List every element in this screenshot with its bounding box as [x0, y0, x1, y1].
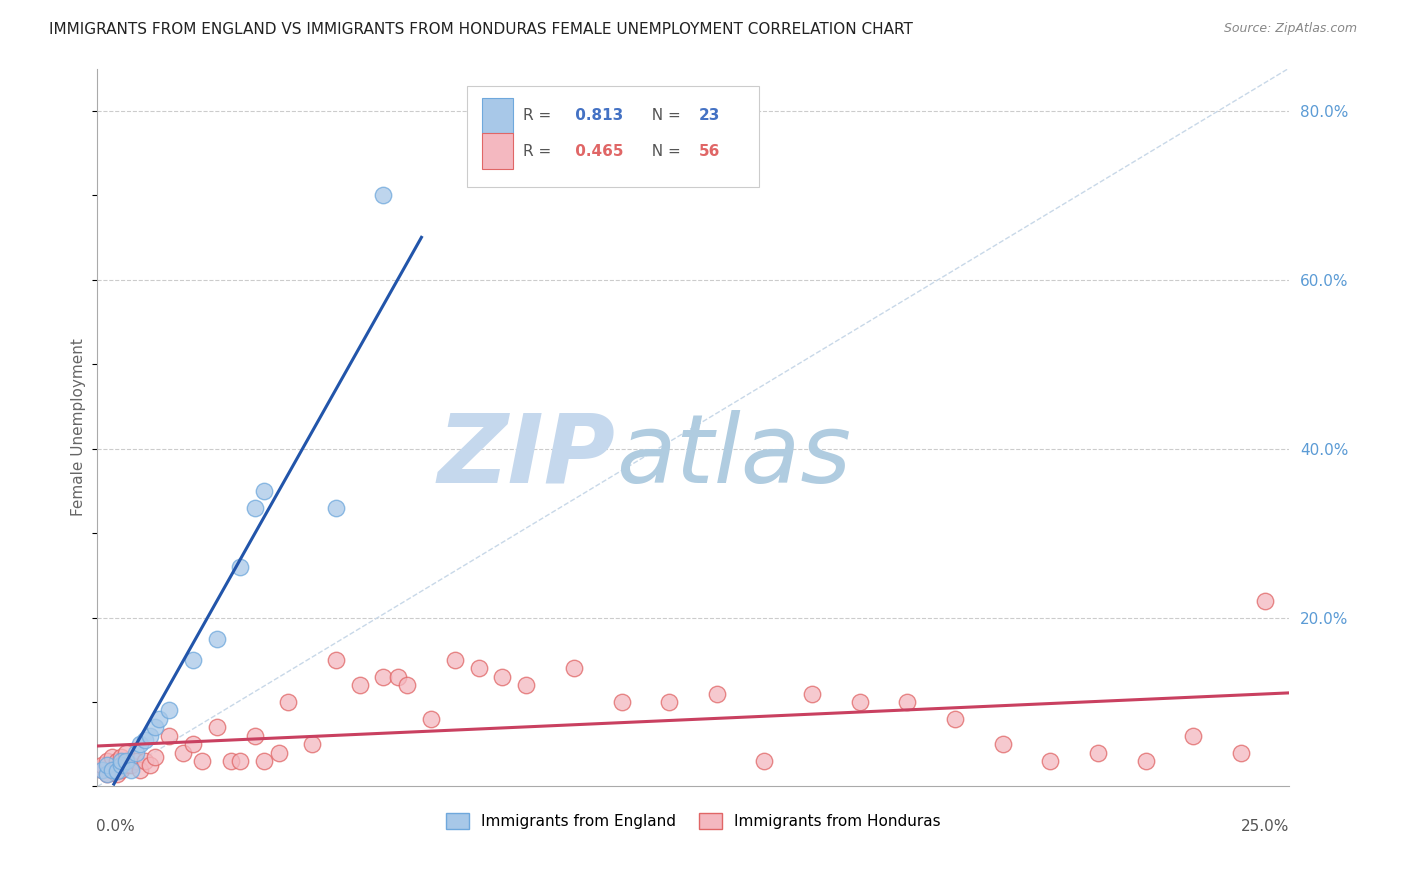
Point — [754, 754, 776, 768]
Legend: Immigrants from England, Immigrants from Honduras: Immigrants from England, Immigrants from… — [446, 814, 941, 829]
Point — [373, 188, 395, 202]
Point — [157, 729, 180, 743]
Text: 0.813: 0.813 — [571, 108, 624, 123]
Point — [443, 653, 465, 667]
Point — [181, 737, 204, 751]
Text: atlas: atlas — [616, 409, 851, 503]
Point — [658, 695, 681, 709]
Text: N =: N = — [641, 144, 685, 159]
Point — [101, 763, 124, 777]
Point — [373, 670, 395, 684]
Text: R =: R = — [523, 108, 555, 123]
Point — [387, 670, 409, 684]
Point — [91, 763, 114, 777]
Point — [143, 720, 166, 734]
Point — [991, 737, 1014, 751]
Point — [325, 653, 347, 667]
Text: N =: N = — [641, 108, 685, 123]
FancyBboxPatch shape — [482, 134, 513, 169]
Text: 23: 23 — [699, 108, 720, 123]
Point — [101, 750, 124, 764]
Point — [96, 767, 118, 781]
Point — [491, 670, 513, 684]
Point — [1253, 593, 1275, 607]
Text: Source: ZipAtlas.com: Source: ZipAtlas.com — [1223, 22, 1357, 36]
Point — [129, 737, 152, 751]
Point — [139, 758, 162, 772]
Point — [1039, 754, 1062, 768]
Point — [191, 754, 214, 768]
Point — [91, 763, 114, 777]
Text: ZIP: ZIP — [437, 409, 616, 503]
Point — [110, 758, 132, 772]
Point — [706, 687, 728, 701]
FancyBboxPatch shape — [482, 97, 513, 133]
Point — [110, 754, 132, 768]
Point — [243, 729, 266, 743]
Point — [349, 678, 371, 692]
Point — [1087, 746, 1109, 760]
Point — [205, 632, 228, 646]
Text: 0.465: 0.465 — [571, 144, 624, 159]
Point — [848, 695, 870, 709]
Point — [515, 678, 537, 692]
Point — [229, 754, 252, 768]
Point — [1182, 729, 1205, 743]
Point — [110, 763, 132, 777]
Point — [120, 758, 142, 772]
Point — [610, 695, 633, 709]
Point — [134, 733, 156, 747]
Point — [96, 754, 118, 768]
Point — [253, 483, 276, 498]
Point — [205, 720, 228, 734]
Point — [157, 703, 180, 717]
Point — [105, 764, 128, 779]
Point — [101, 763, 124, 777]
Point — [148, 712, 170, 726]
Point — [105, 767, 128, 781]
Y-axis label: Female Unemployment: Female Unemployment — [72, 339, 86, 516]
Text: IMMIGRANTS FROM ENGLAND VS IMMIGRANTS FROM HONDURAS FEMALE UNEMPLOYMENT CORRELAT: IMMIGRANTS FROM ENGLAND VS IMMIGRANTS FR… — [49, 22, 912, 37]
Point — [134, 754, 156, 768]
Point — [1135, 754, 1157, 768]
Point — [243, 500, 266, 515]
Point — [120, 763, 142, 777]
Text: 25.0%: 25.0% — [1241, 819, 1289, 834]
Point — [96, 767, 118, 781]
Point — [277, 695, 299, 709]
Point — [943, 712, 966, 726]
Point — [301, 737, 323, 751]
Point — [139, 729, 162, 743]
Point — [420, 712, 443, 726]
Point — [1230, 746, 1253, 760]
Point — [124, 746, 146, 760]
Point — [129, 763, 152, 777]
Text: 56: 56 — [699, 144, 720, 159]
Text: 0.0%: 0.0% — [96, 819, 135, 834]
Point — [115, 758, 138, 772]
Point — [105, 754, 128, 768]
Point — [396, 678, 419, 692]
Point — [115, 746, 138, 760]
Point — [91, 758, 114, 772]
Point — [219, 754, 242, 768]
Text: R =: R = — [523, 144, 555, 159]
Point — [467, 661, 489, 675]
Point — [325, 500, 347, 515]
Point — [143, 750, 166, 764]
Point — [896, 695, 918, 709]
Point — [229, 560, 252, 574]
Point — [181, 653, 204, 667]
Point — [110, 750, 132, 764]
Point — [562, 661, 585, 675]
Point — [115, 754, 138, 768]
Point — [801, 687, 824, 701]
Point — [253, 754, 276, 768]
FancyBboxPatch shape — [467, 87, 758, 187]
Point — [124, 754, 146, 768]
Point — [96, 758, 118, 772]
Point — [172, 746, 194, 760]
Point — [267, 746, 290, 760]
